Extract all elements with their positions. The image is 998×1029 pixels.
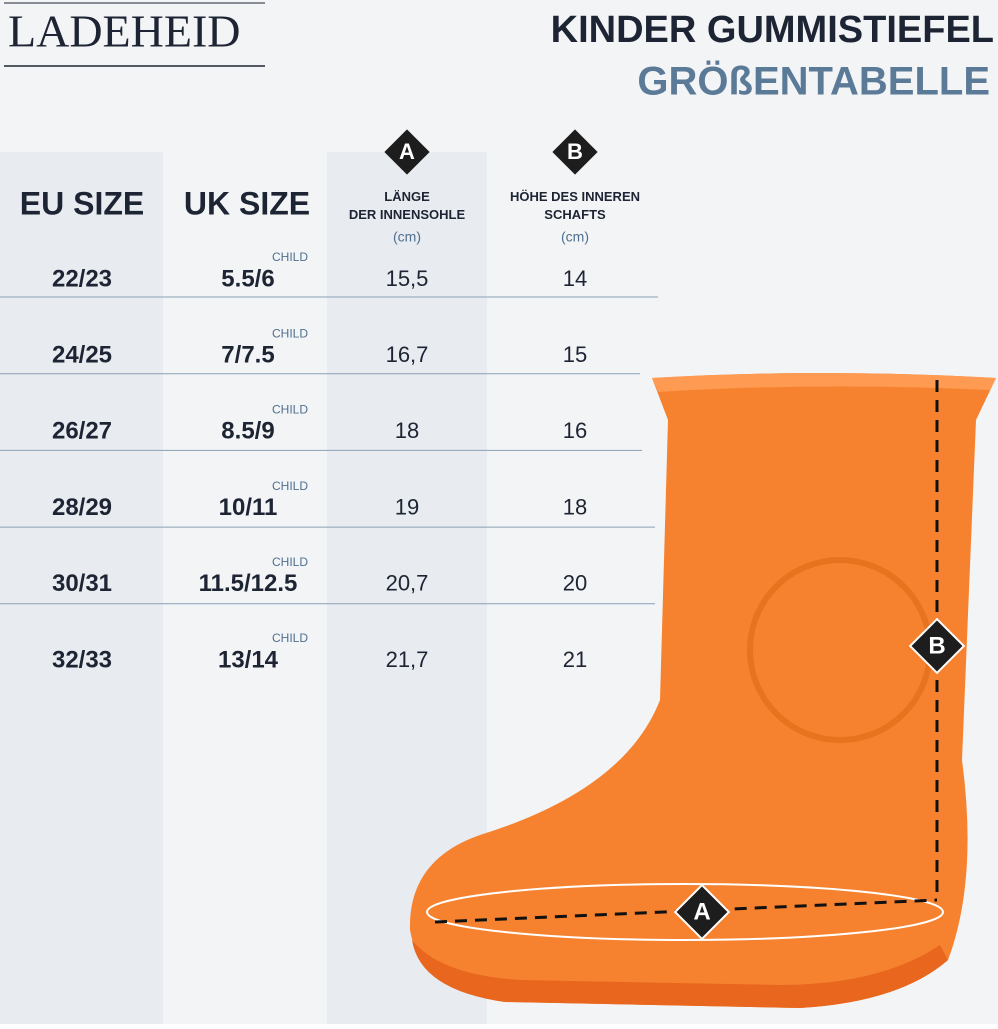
uk-size: 7/7.5: [221, 342, 274, 369]
header-a-unit: (cm): [393, 229, 421, 245]
header-eu: EU SIZE: [20, 185, 144, 221]
brand: LADEHEID: [8, 6, 241, 57]
marker-diamond: [908, 617, 966, 675]
uk-note: CHILD: [272, 326, 308, 340]
shaft-height: 18: [563, 494, 587, 519]
eu-size: 30/31: [52, 570, 112, 597]
title: KINDER GUMMISTIEFEL: [551, 9, 994, 51]
marker-diamond: [552, 129, 598, 175]
shaft-height: 21: [563, 647, 587, 672]
header-b-unit: (cm): [561, 229, 589, 245]
shaft-height: 14: [563, 266, 587, 291]
marker-diamond: [673, 883, 731, 941]
boot: B A: [409, 373, 997, 1008]
sole-outline: [426, 883, 944, 941]
uk-size: 5.5/6: [221, 265, 274, 292]
marker-label: B: [567, 139, 583, 164]
insole-length: 21,7: [386, 647, 429, 672]
insole-length: 19: [395, 494, 419, 519]
uk-size: 8.5/9: [221, 418, 274, 445]
insole-length: 18: [395, 418, 419, 443]
uk-note: CHILD: [272, 250, 308, 264]
uk-note: CHILD: [272, 555, 308, 569]
shaft-height: 16: [563, 418, 587, 443]
uk-size: 13/14: [218, 646, 279, 673]
marker-diamond: [384, 129, 430, 175]
uk-size: 11.5/12.5: [199, 570, 298, 597]
shaft-height: 15: [563, 342, 587, 367]
uk-size: 10/11: [219, 494, 278, 521]
uk-note: CHILD: [272, 479, 308, 493]
insole-length: 16,7: [386, 342, 429, 367]
header-a: LÄNGE DER INNENSOHLE: [349, 189, 466, 222]
boot-body: [409, 373, 997, 1008]
boot-rim: [652, 373, 996, 392]
eu-size: 22/23: [52, 265, 112, 292]
marker-label: B: [928, 632, 945, 659]
eu-size: 26/27: [52, 418, 112, 445]
subtitle: GRÖßENTABELLE: [637, 59, 990, 104]
shaft-height: 20: [563, 571, 587, 596]
header-b: HÖHE DES INNEREN SCHAFTS: [510, 189, 640, 222]
boot-sole: [412, 940, 948, 1008]
eu-size: 32/33: [52, 646, 112, 673]
marker-label: A: [399, 139, 415, 164]
uk-note: CHILD: [272, 403, 308, 417]
marker-label: A: [693, 898, 710, 925]
insole-length: 20,7: [386, 571, 429, 596]
uk-note: CHILD: [272, 631, 308, 645]
eu-size: 28/29: [52, 494, 112, 521]
eu-size: 24/25: [52, 342, 112, 369]
insole-length: 15,5: [386, 266, 429, 291]
header-uk: UK SIZE: [184, 185, 310, 221]
